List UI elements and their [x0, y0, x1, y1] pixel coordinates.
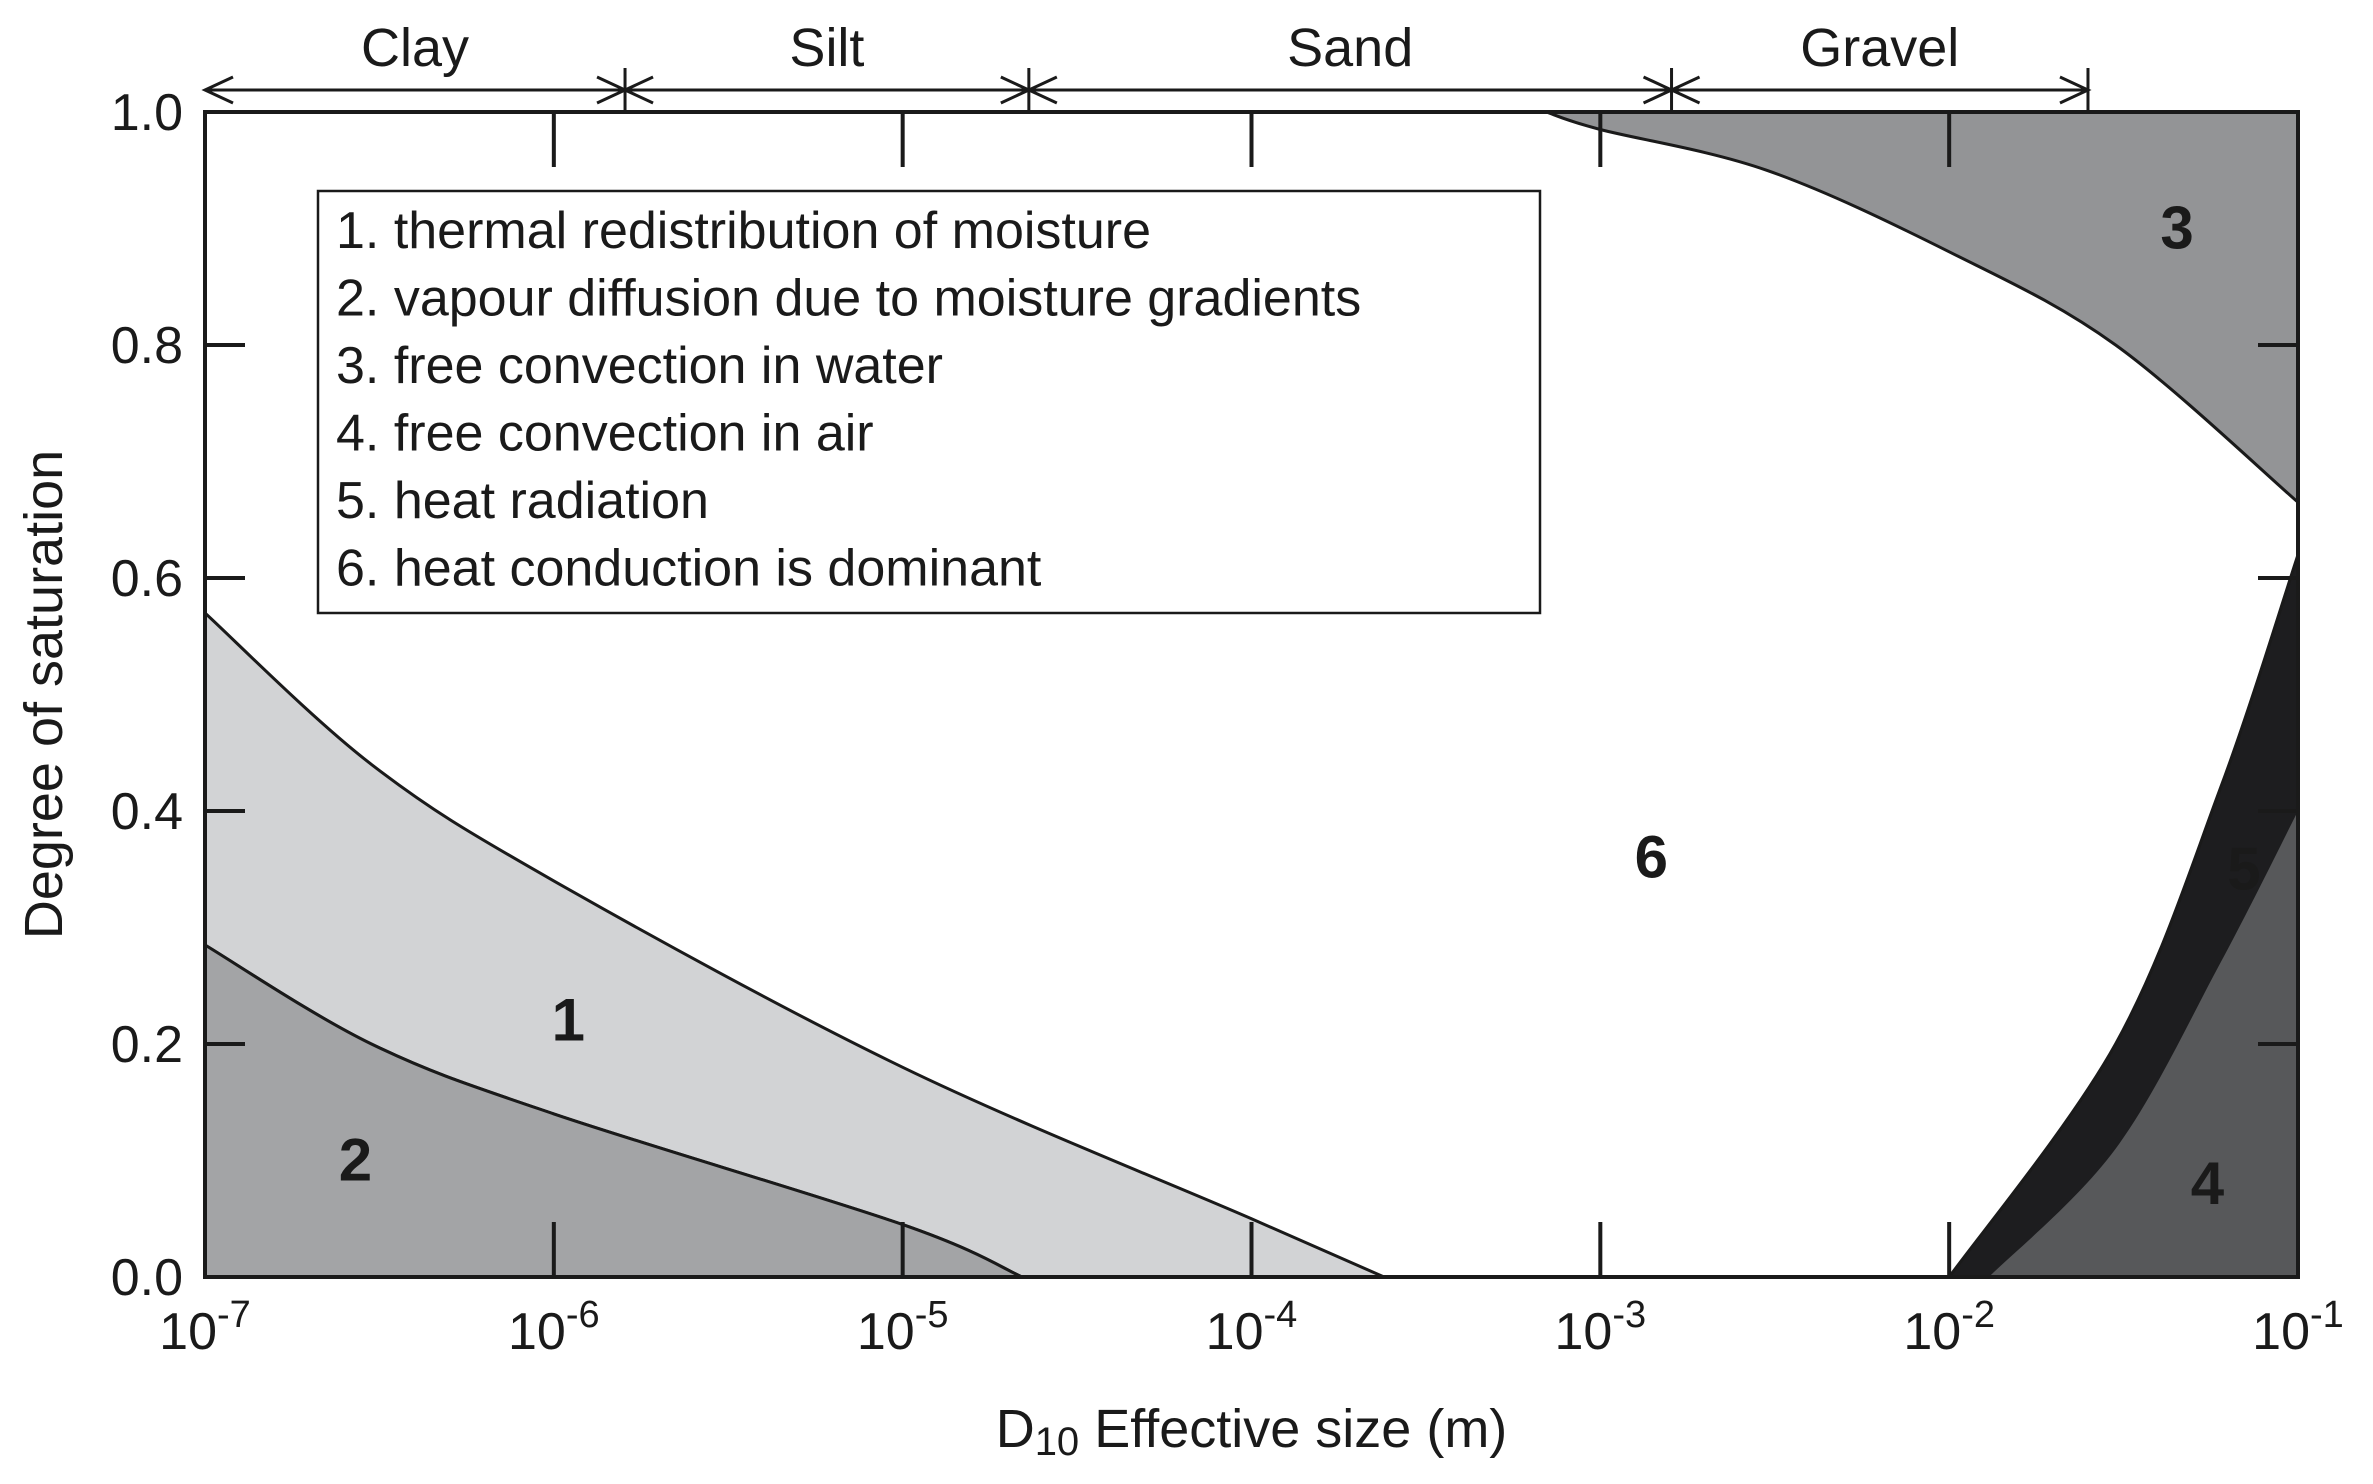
grain-arrowhead-left: [201, 75, 234, 105]
x-axis-label-text: Effective size (m): [1079, 1399, 1507, 1459]
y-tick-label: 0.0: [111, 1249, 183, 1307]
regions-layer: [203, 110, 2300, 1279]
y-axis-label: Degree of saturation: [14, 450, 74, 939]
x-axis-label-subscript: 10: [1035, 1420, 1080, 1464]
y-tick-label: 1.0: [111, 84, 183, 142]
x-tick-exponent: -6: [566, 1294, 600, 1336]
y-tick-label: 0.6: [111, 550, 183, 608]
region-4-free-convection-air: [1988, 811, 2298, 1277]
legend-entry-4: 4. free convection in air: [336, 405, 874, 463]
x-tick-exponent: -7: [217, 1294, 251, 1336]
x-axis-label: D10 Effective size (m): [996, 1399, 1508, 1464]
legend-entry-5: 5. heat radiation: [336, 472, 709, 530]
grain-label-gravel: Gravel: [1800, 18, 1959, 78]
grain-size-scale: Clay Silt Sand Gravel: [201, 18, 2092, 112]
legend-box: [316, 189, 1542, 615]
y-tick-label: 0.8: [111, 317, 183, 375]
x-tick-base: 10: [1555, 1303, 1613, 1361]
x-tick-label: 10-5: [857, 1294, 949, 1361]
legend: 1. thermal redistribution of moisture 2. …: [316, 189, 1542, 615]
region-2-vapour-diffusion: [203, 942, 1023, 1279]
y-tick-label: 0.2: [111, 1016, 183, 1074]
x-tick-exponent: -5: [915, 1294, 949, 1336]
region-label-4: 4: [2191, 1150, 2225, 1217]
x-tick-label: 10-4: [1206, 1294, 1298, 1361]
x-tick-exponent: -2: [1961, 1294, 1995, 1336]
grain-label-sand: Sand: [1287, 18, 1413, 78]
grain-label-clay: Clay: [361, 18, 469, 78]
x-tick-label: 10-1: [2252, 1294, 2344, 1361]
x-tick-base: 10: [508, 1303, 566, 1361]
legend-entry-2: 2. vapour diffusion due to moisture grad…: [336, 270, 1361, 328]
x-tick-exponent: -1: [2310, 1294, 2344, 1336]
y-tick-label: 0.4: [111, 783, 183, 841]
legend-entry-1: 1. thermal redistribution of moisture: [336, 202, 1151, 260]
x-tick-label: 10-6: [508, 1294, 600, 1361]
x-axis-label-d: D: [996, 1399, 1035, 1459]
legend-entry-6: 6. heat conduction is dominant: [336, 540, 1042, 598]
x-tick-base: 10: [857, 1303, 915, 1361]
region-label-1: 1: [552, 987, 585, 1054]
region-labels: 1 2 3 4 5 6: [339, 195, 2261, 1217]
x-tick-base: 10: [1206, 1303, 1264, 1361]
x-tick-base: 10: [1903, 1303, 1961, 1361]
x-tick-label: 10-7: [159, 1294, 251, 1361]
ticks-layer: 10-7 10-6 10-5 10-4 10-3 10-2 10-10.00.20.40.6…: [111, 84, 2344, 1361]
region-label-6: 6: [1635, 824, 1668, 891]
x-tick-base: 10: [159, 1303, 217, 1361]
x-tick-exponent: -4: [1264, 1294, 1298, 1336]
region-label-2: 2: [339, 1127, 372, 1194]
region-label-3: 3: [2160, 195, 2193, 262]
legend-entry-3: 3. free convection in water: [336, 337, 943, 395]
grain-label-silt: Silt: [789, 18, 864, 78]
region-label-5: 5: [2227, 835, 2260, 902]
x-tick-base: 10: [2252, 1303, 2310, 1361]
x-tick-label: 10-3: [1555, 1294, 1647, 1361]
x-tick-exponent: -3: [1612, 1294, 1646, 1336]
x-tick-label: 10-2: [1903, 1294, 1995, 1361]
region-3-free-convection-water: [1545, 110, 2300, 506]
